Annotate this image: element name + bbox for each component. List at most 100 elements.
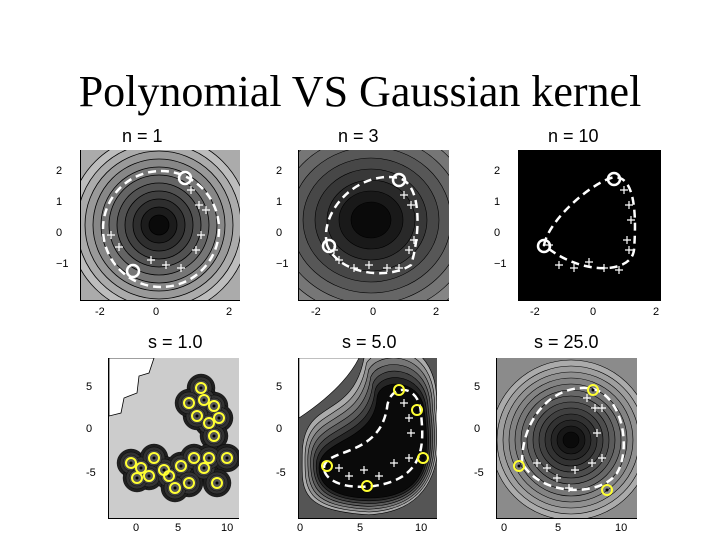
data-point-plus (593, 429, 601, 437)
support-vector-marker (125, 263, 141, 279)
contour-svg (109, 358, 239, 518)
support-vector-center (152, 456, 156, 460)
contour-line (109, 358, 155, 417)
panel-label-s1: s = 1.0 (148, 332, 203, 352)
support-vector-marker (393, 384, 405, 396)
support-vector-center (217, 416, 221, 420)
decision-boundary (324, 175, 419, 275)
data-point-plus (555, 261, 563, 269)
decision-boundary (322, 388, 424, 489)
panel-label-s5: s = 5.0 (342, 332, 397, 352)
data-point-plus (383, 264, 391, 272)
data-point-plus (623, 236, 631, 244)
support-vector-marker (361, 480, 373, 492)
support-vector-center (397, 388, 401, 392)
y-tick-label: 5 (474, 381, 481, 393)
data-point-plus (335, 464, 343, 472)
support-vector-marker (221, 452, 233, 464)
support-vector-marker (183, 477, 195, 489)
contour-svg (299, 150, 449, 300)
support-vector-center (605, 488, 609, 492)
x-tick-label: 5 (175, 522, 182, 534)
support-vector-center (147, 474, 151, 478)
contour-svg (497, 358, 637, 518)
data-point-plus (407, 429, 415, 437)
support-vector-marker (163, 470, 175, 482)
data-point-plus (583, 394, 591, 402)
contour-plot-poly-n1 (80, 150, 240, 301)
support-vector-marker (321, 238, 337, 254)
data-point-plus (405, 454, 413, 462)
data-point-plus (410, 236, 418, 244)
x-tick-label: -2 (530, 306, 540, 318)
support-vector-center (135, 476, 139, 480)
data-point-plus (350, 264, 358, 272)
support-vector-marker (198, 462, 210, 474)
support-vector-center (179, 464, 183, 468)
support-vector-marker (143, 470, 155, 482)
x-tick-label: 10 (415, 522, 428, 534)
y-tick-label: −1 (276, 258, 289, 270)
panel-label-s25: s = 25.0 (534, 332, 599, 352)
data-point-plus (147, 256, 155, 264)
data-point-plus (390, 459, 398, 467)
support-vector-center (517, 464, 521, 468)
contour-svg (519, 150, 661, 300)
data-point-plus (627, 216, 635, 224)
support-vector-center (212, 404, 216, 408)
support-vector-marker (213, 412, 225, 424)
support-vector-marker (411, 404, 423, 416)
contour-band (519, 150, 661, 300)
contour-line (299, 358, 360, 419)
data-point-plus (405, 246, 413, 254)
y-tick-label: 0 (494, 227, 501, 239)
support-vector-marker (195, 382, 207, 394)
y-tick-label: 2 (276, 165, 283, 177)
support-vector-marker (191, 410, 203, 422)
data-point-plus (400, 399, 408, 407)
data-point-plus (202, 206, 210, 214)
support-vector-center (173, 486, 177, 490)
contour-plot-poly-n3 (298, 150, 449, 301)
data-point-plus (598, 404, 606, 412)
data-point-plus (571, 466, 579, 474)
y-tick-label: 5 (276, 381, 283, 393)
support-vector-center (325, 464, 329, 468)
x-tick-label: 10 (221, 522, 234, 534)
y-tick-label: 0 (86, 423, 93, 435)
data-point-plus (570, 264, 578, 272)
data-point-plus (615, 266, 623, 274)
data-point-plus (585, 258, 593, 266)
support-vector-center (192, 456, 196, 460)
y-tick-label: -5 (86, 467, 96, 479)
support-vector-marker (188, 452, 200, 464)
data-point-plus (365, 261, 373, 269)
x-tick-label: 0 (501, 522, 508, 534)
contour-svg (299, 358, 437, 518)
x-tick-label: 2 (653, 306, 660, 318)
data-point-plus (187, 186, 195, 194)
panel-label-n10: n = 10 (548, 126, 599, 146)
support-vector-marker (601, 484, 613, 496)
support-vector-marker (135, 462, 147, 474)
y-tick-label: 1 (276, 196, 283, 208)
decision-boundary (542, 176, 637, 270)
support-vector-marker (177, 170, 193, 186)
data-point-plus (375, 472, 383, 480)
support-vector-center (187, 401, 191, 405)
x-tick-label: -2 (95, 306, 105, 318)
contour-line (148, 214, 170, 236)
support-vector-marker (391, 172, 407, 188)
data-point-plus (115, 243, 123, 251)
support-vector-marker (125, 457, 137, 469)
support-vector-center (202, 466, 206, 470)
data-point-plus (407, 201, 415, 209)
support-vector-marker (198, 394, 210, 406)
support-vector-center (415, 408, 419, 412)
support-vector-center (215, 481, 219, 485)
y-tick-label: 1 (56, 196, 63, 208)
contour-line (350, 201, 392, 239)
data-point-plus (620, 186, 628, 194)
contour-plot-gauss-s25 (496, 358, 637, 519)
data-point-plus (588, 459, 596, 467)
